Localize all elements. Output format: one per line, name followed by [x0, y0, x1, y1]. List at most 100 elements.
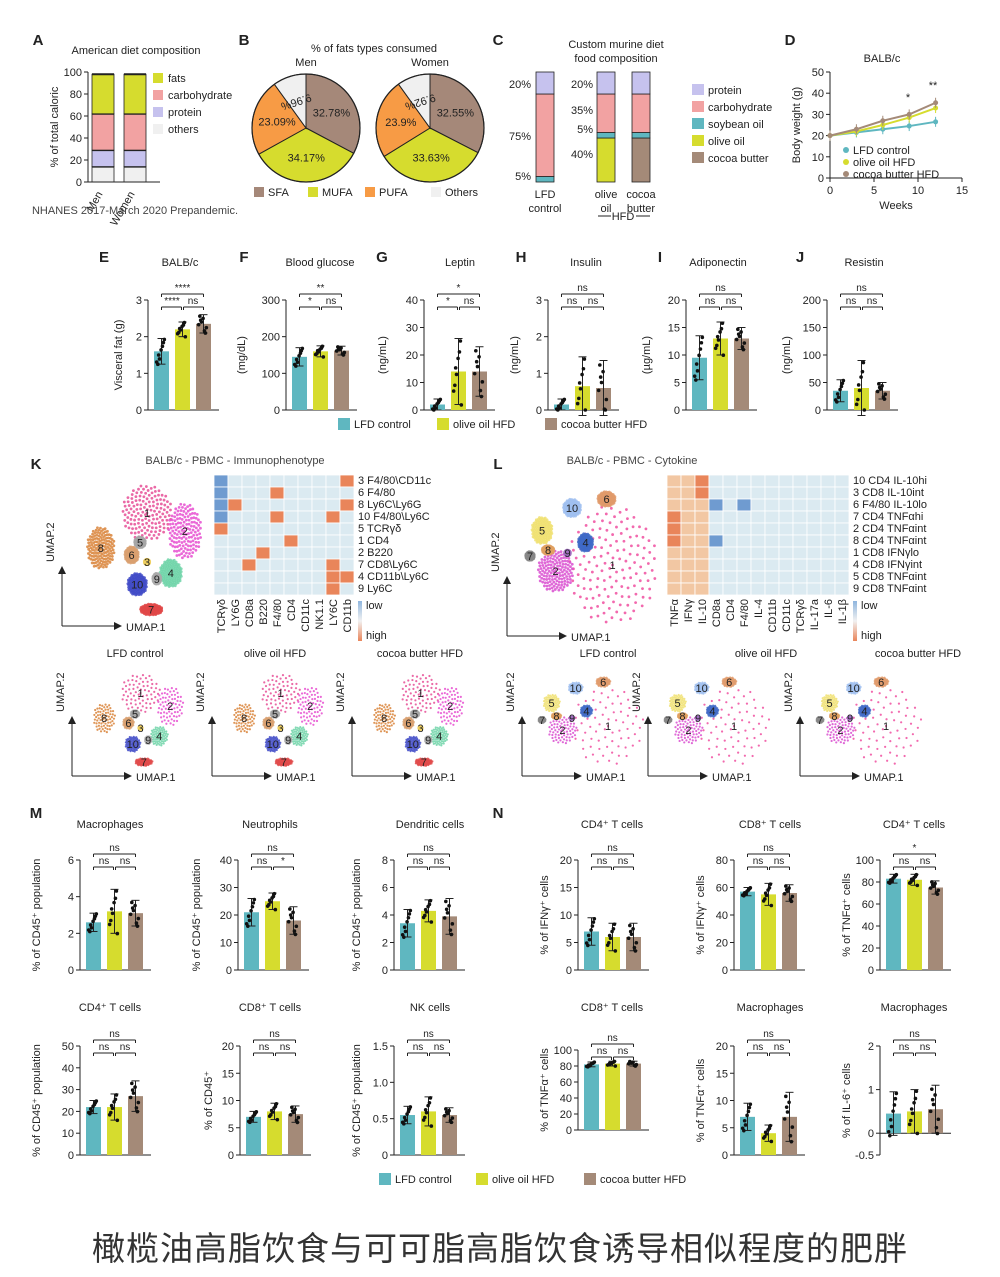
- I-datapoint: [713, 346, 718, 351]
- H-datapoint: [601, 369, 605, 374]
- K-umap-point: [300, 744, 303, 747]
- L-umap-point: [565, 583, 569, 587]
- K-heat-cell: [241, 582, 257, 596]
- K-heat-cell: [227, 546, 243, 560]
- L-umap-point: [578, 595, 582, 599]
- K-umap-point: [243, 729, 246, 733]
- K-heat-cell: [269, 486, 285, 500]
- L-umap-point: [557, 580, 561, 584]
- L-heat-cell: [680, 582, 696, 596]
- K-umap-point: [173, 549, 176, 553]
- K-heat-cell: [255, 510, 271, 524]
- L-umap-point: [545, 574, 549, 578]
- K-umap-point: [187, 535, 191, 539]
- L-umap-point: [619, 618, 623, 622]
- K-umap-point: [183, 526, 187, 530]
- K-umap-point: [144, 485, 148, 488]
- K-umap-point: [138, 682, 141, 685]
- H-datapoint: [599, 380, 604, 385]
- K-heat-cell: [297, 546, 313, 560]
- group-legend-swatch: [338, 418, 350, 430]
- K-umap-point: [248, 724, 251, 728]
- K-umap-point: [179, 525, 182, 529]
- A-legend-label: others: [168, 124, 199, 136]
- F-ylabel: (mg/dL): [236, 336, 248, 374]
- L-heat-cell: [680, 522, 696, 536]
- K-heat-cell: [283, 498, 299, 512]
- D-ytick-label: 50: [812, 67, 824, 79]
- K-umap-point: [144, 579, 148, 583]
- E-ytick-label: 3: [136, 295, 142, 307]
- K-title: BALB/c - PBMC - Immunophenotype: [145, 455, 324, 467]
- K-umap-point: [103, 551, 106, 554]
- K-umap-point: [107, 711, 110, 714]
- K-umap-point: [321, 701, 325, 704]
- L-umap-point: [551, 551, 555, 554]
- L-umap-point: [587, 549, 590, 552]
- C-legend-swatch: [692, 118, 704, 129]
- B-legend-label: PUFA: [379, 187, 408, 199]
- G-datapoint: [472, 371, 477, 376]
- K-cluster-label: 5: [132, 709, 138, 721]
- L-heat-cell: [680, 534, 696, 548]
- G-datapoint: [454, 372, 459, 377]
- K-umap-point: [163, 503, 167, 507]
- K-umap-point: [110, 716, 113, 719]
- L-heat-cell: [792, 570, 808, 584]
- K-umap-point: [183, 554, 186, 558]
- K-umap-point: [131, 592, 134, 596]
- K-umap-point: [233, 721, 236, 724]
- L-umap-point: [641, 595, 645, 599]
- K-umap-point: [133, 538, 137, 542]
- K-umap-point: [159, 725, 162, 729]
- L-umap-point: [561, 562, 565, 566]
- K-umap-point: [166, 522, 170, 526]
- K-heat-cell: [227, 570, 243, 584]
- K-umap-point: [252, 722, 255, 725]
- K-umap-point: [275, 679, 278, 683]
- L-umap-point: [576, 573, 580, 577]
- K-umap-point: [292, 742, 295, 745]
- L-scale-label: low: [861, 600, 878, 612]
- K-umap-point: [305, 738, 308, 741]
- K-umap-point: [122, 694, 125, 697]
- L-umap-point: [628, 552, 632, 556]
- H-datapoint: [580, 372, 584, 377]
- H-datapoint: [582, 357, 587, 361]
- K-umap-point: [176, 691, 179, 694]
- L-umap-point: [579, 508, 582, 512]
- K-umap-point: [162, 726, 165, 729]
- K-umap-point: [196, 529, 200, 532]
- K-umap-point: [233, 713, 236, 717]
- K-umap-point: [426, 684, 429, 687]
- L-umap-point: [569, 515, 573, 518]
- L-heat-cell: [806, 570, 822, 584]
- K-umap-point: [137, 487, 140, 491]
- J-title: Resistin: [844, 257, 883, 269]
- K-umap-point: [108, 560, 112, 564]
- L-umap-point: [595, 585, 599, 589]
- L-umap-point: [591, 596, 595, 600]
- L-umap-point: [550, 586, 554, 590]
- K-umap-point: [409, 692, 412, 695]
- K-umap-point: [290, 729, 294, 732]
- K-umap-ylabel: UMAP.2: [55, 672, 67, 712]
- L-heat-cell: [792, 498, 808, 512]
- K-umap-point: [122, 723, 125, 727]
- K-umap-point: [129, 702, 133, 705]
- K-umap-point: [142, 685, 145, 688]
- K-umap-point: [143, 544, 147, 547]
- D-legend-label: olive oil HFD: [853, 157, 915, 169]
- J-ytick-label: 100: [803, 350, 821, 362]
- L-heat-cell: [708, 570, 724, 584]
- L-umap-point: [596, 605, 600, 608]
- K-umap-point: [137, 530, 141, 534]
- F-datapoint: [319, 346, 324, 350]
- L-umap-point: [542, 577, 546, 581]
- K-umap-point: [108, 728, 111, 731]
- K-umap-point: [157, 521, 161, 525]
- K-umap-point: [100, 533, 104, 537]
- L-umap-point: [571, 574, 574, 578]
- K-umap-point: [141, 510, 145, 514]
- L-heat-cell: [666, 582, 682, 596]
